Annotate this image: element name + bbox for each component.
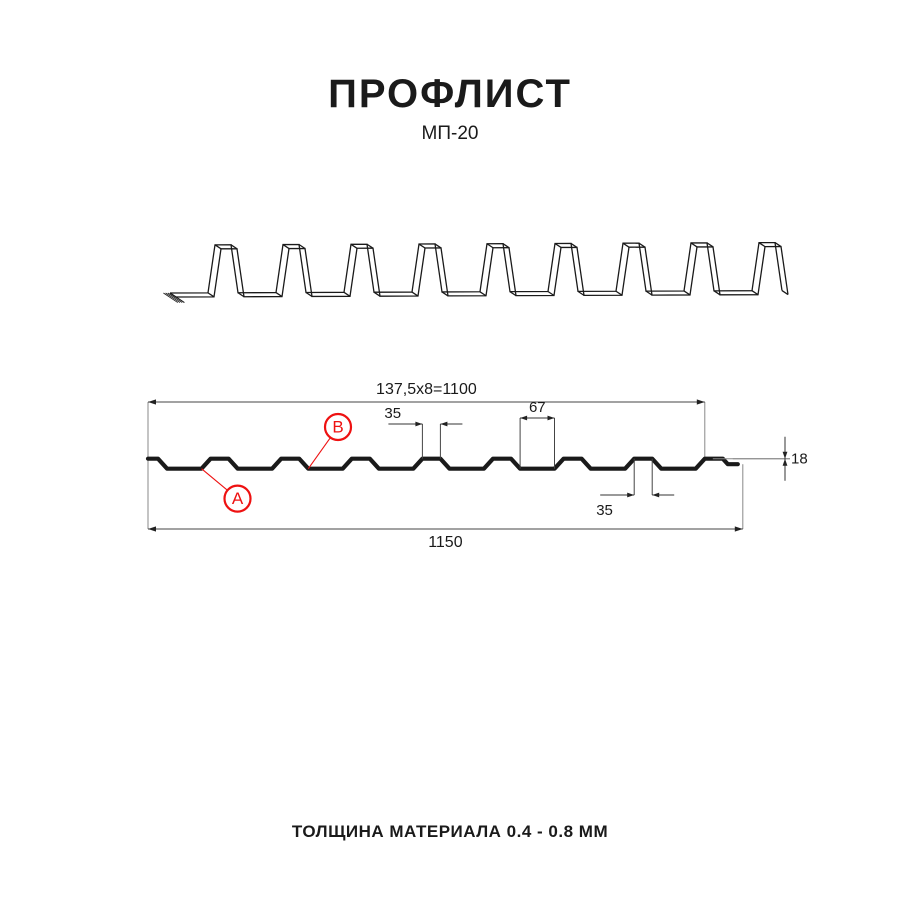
svg-text:18: 18 <box>791 451 808 468</box>
svg-text:A: A <box>232 489 244 508</box>
svg-text:35: 35 <box>596 502 613 519</box>
svg-text:1150: 1150 <box>428 534 463 551</box>
svg-text:67: 67 <box>529 399 546 416</box>
svg-text:B: B <box>332 418 343 437</box>
svg-text:35: 35 <box>384 405 401 422</box>
